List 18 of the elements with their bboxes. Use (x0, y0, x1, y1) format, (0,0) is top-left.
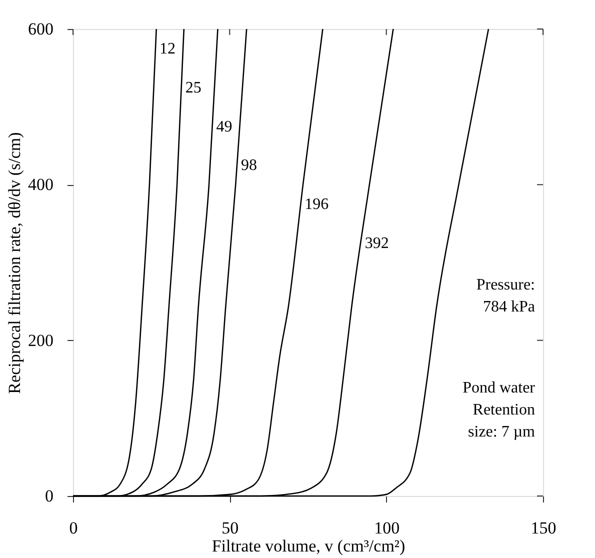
annotation: Pressure: 784 kPa (476, 276, 535, 316)
x-axis-title: Filtrate volume, v (cm³/cm²) (212, 536, 406, 556)
series-label: 49 (216, 118, 232, 136)
series-label: 392 (364, 235, 389, 252)
y-tick-label: 400 (28, 175, 54, 194)
y-tick-label: 600 (28, 20, 54, 38)
y-axis-title: Reciprocal filtration rate, dθ/dv (s/cm) (5, 132, 24, 394)
x-tick-label: 150 (530, 518, 556, 538)
y-tick-label: 200 (28, 330, 54, 350)
series-label: 25 (185, 79, 202, 96)
y-tick-label: 0 (45, 486, 54, 506)
series-label: 98 (240, 157, 257, 174)
x-tick-label: 100 (374, 518, 400, 538)
annotation: Pond water Retention size: 7 µm (462, 379, 536, 440)
series-label: 196 (304, 196, 329, 214)
x-tick-label: 0 (69, 518, 78, 538)
series-label: 12 (159, 40, 176, 58)
x-tick-label: 50 (222, 518, 239, 538)
